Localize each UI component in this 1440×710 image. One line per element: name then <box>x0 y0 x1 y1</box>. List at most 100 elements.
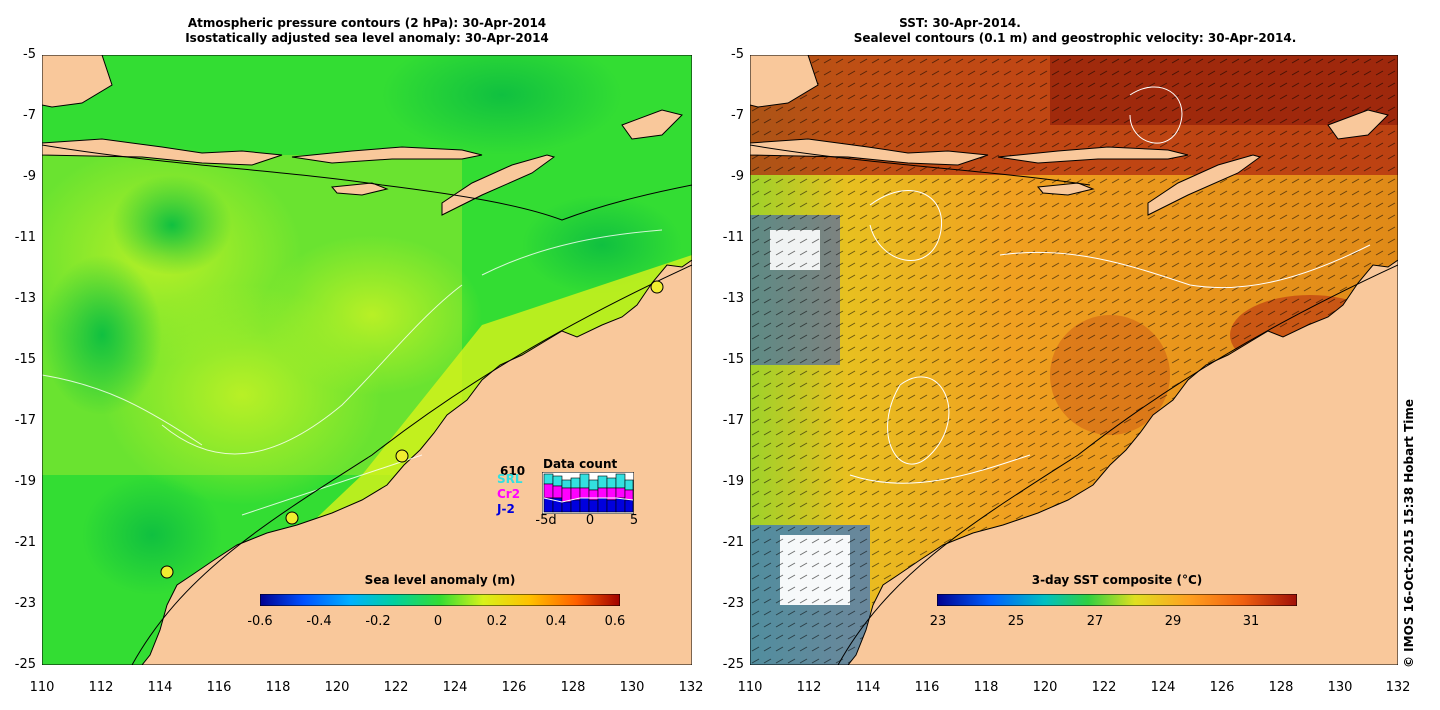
colorbar-tick: -0.6 <box>247 614 273 629</box>
x-tick: 110 <box>737 680 763 695</box>
y-tick: -9 <box>23 169 36 184</box>
left-title-line2: Isostatically adjusted sea level anomaly… <box>185 31 549 45</box>
y-tick: -7 <box>23 108 36 123</box>
colorbar-tick: -0.2 <box>365 614 391 629</box>
sumba-island <box>331 182 389 196</box>
left-title-line1: Atmospheric pressure contours (2 hPa): 3… <box>187 16 547 30</box>
sst-colorbar <box>937 594 1297 606</box>
y-tick: -15 <box>722 352 744 367</box>
y-tick: -23 <box>14 596 36 611</box>
flores-island <box>291 146 483 164</box>
java-bali-island-sst <box>750 138 989 166</box>
data-count-x-tick: 5 <box>629 513 639 528</box>
data-count-number: 610 <box>500 464 526 478</box>
colorbar-tick: 0.4 <box>545 614 567 629</box>
colorbar-tick: 31 <box>1242 614 1260 629</box>
y-tick: -13 <box>722 291 744 306</box>
flores-island-sst <box>997 146 1189 164</box>
colorbar-tick: 29 <box>1164 614 1182 629</box>
timor-island <box>441 154 556 216</box>
x-tick: 112 <box>88 680 114 695</box>
sealevel-contours <box>849 86 1371 484</box>
station-marker <box>650 280 664 294</box>
sumba-island-sst <box>1037 182 1095 196</box>
banda-islands <box>621 109 683 140</box>
sst-map <box>750 55 1398 665</box>
sulawesi-island-sst <box>750 55 819 108</box>
data-count-title: Data count <box>543 457 618 471</box>
station-marker <box>285 511 299 525</box>
y-tick: -17 <box>14 413 36 428</box>
x-tick: 130 <box>619 680 645 695</box>
java-bali-island <box>42 138 283 166</box>
y-tick: -13 <box>14 291 36 306</box>
y-tick: -17 <box>722 413 744 428</box>
bathymetry-contours <box>42 229 663 516</box>
y-tick: -7 <box>731 108 744 123</box>
satellite-label-cr2: Cr2 <box>497 487 521 501</box>
x-tick: 126 <box>501 680 527 695</box>
right-title-line2: Sealevel contours (0.1 m) and geostrophi… <box>853 31 1297 45</box>
sla-colorbar <box>260 594 620 606</box>
station-marker <box>160 565 174 579</box>
y-tick: -23 <box>722 596 744 611</box>
x-tick: 118 <box>265 680 291 695</box>
x-tick: 118 <box>973 680 999 695</box>
sst-colorbar-label: 3-day SST composite (°C) <box>1031 573 1203 587</box>
colorbar-tick: 25 <box>1007 614 1025 629</box>
y-tick: -9 <box>731 169 744 184</box>
x-tick: 114 <box>147 680 173 695</box>
x-tick: 116 <box>914 680 940 695</box>
y-tick: -21 <box>722 535 744 550</box>
x-tick: 132 <box>678 680 704 695</box>
y-tick: -11 <box>722 230 744 245</box>
sulawesi-island <box>42 55 113 108</box>
colorbar-tick: 23 <box>929 614 947 629</box>
x-tick: 124 <box>1150 680 1176 695</box>
y-tick: -11 <box>14 230 36 245</box>
y-tick: -5 <box>23 47 36 62</box>
y-tick: -15 <box>14 352 36 367</box>
y-tick: -21 <box>14 535 36 550</box>
y-tick: -25 <box>14 657 36 672</box>
colorbar-tick: -0.4 <box>306 614 332 629</box>
x-tick: 112 <box>796 680 822 695</box>
colorbar-tick: 0.6 <box>604 614 626 629</box>
x-tick: 122 <box>1091 680 1117 695</box>
x-tick: 132 <box>1385 680 1411 695</box>
credit-text: © IMOS 16-Oct-2015 15:38 Hobart Time <box>1402 398 1416 668</box>
station-marker <box>395 449 409 463</box>
bathymetry-contours-sst <box>750 144 1398 665</box>
data-count-bars <box>542 472 634 514</box>
banda-islands-sst <box>1327 109 1389 140</box>
y-tick: -19 <box>14 474 36 489</box>
australia-land-sst <box>847 259 1398 665</box>
x-tick: 130 <box>1327 680 1353 695</box>
x-tick: 122 <box>383 680 409 695</box>
colorbar-tick: 0 <box>433 614 443 629</box>
data-count-x-tick: 0 <box>585 513 595 528</box>
australia-land <box>141 259 692 665</box>
satellite-label-srl: SRL <box>497 472 523 486</box>
x-tick: 120 <box>324 680 350 695</box>
pressure-contours <box>42 144 692 665</box>
x-tick: 110 <box>29 680 55 695</box>
colorbar-tick: 0.2 <box>486 614 508 629</box>
x-tick: 128 <box>560 680 586 695</box>
data-count-x-tick: -5d <box>535 513 557 528</box>
x-tick: 114 <box>855 680 881 695</box>
x-tick: 126 <box>1209 680 1235 695</box>
y-tick: -19 <box>722 474 744 489</box>
timor-island-sst <box>1147 154 1262 216</box>
satellite-label-j2: J-2 <box>497 502 515 516</box>
y-tick: -5 <box>731 47 744 62</box>
sea-level-anomaly-map <box>42 55 692 665</box>
sla-colorbar-label: Sea level anomaly (m) <box>364 573 516 587</box>
y-tick: -25 <box>722 657 744 672</box>
right-title-line1: SST: 30-Apr-2014. <box>899 16 1021 30</box>
colorbar-tick: 27 <box>1086 614 1104 629</box>
x-tick: 124 <box>442 680 468 695</box>
x-tick: 120 <box>1032 680 1058 695</box>
x-tick: 116 <box>206 680 232 695</box>
x-tick: 128 <box>1268 680 1294 695</box>
